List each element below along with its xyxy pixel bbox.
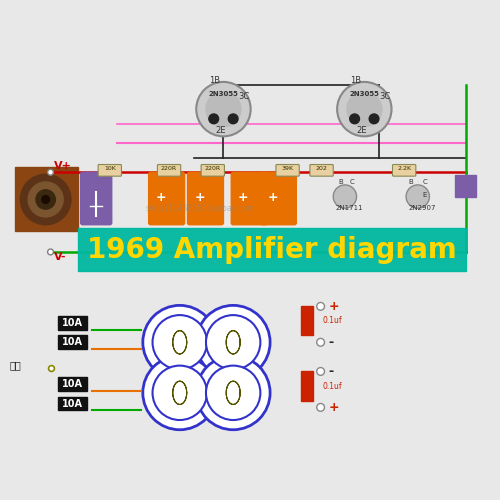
Circle shape [316,404,324,411]
Circle shape [28,182,63,217]
Circle shape [152,315,207,370]
Text: +: + [194,192,205,204]
Text: 220R: 220R [204,166,221,171]
Text: 2E: 2E [216,126,226,136]
Text: +: + [267,192,278,204]
Text: -: - [328,365,334,378]
Text: V-: V- [54,252,67,262]
Circle shape [316,368,324,376]
Text: 1B: 1B [209,76,220,85]
Circle shape [196,82,250,136]
Text: 10A: 10A [62,379,84,389]
Circle shape [228,114,238,124]
Circle shape [36,190,56,209]
Text: 10K: 10K [104,166,116,171]
Text: +: + [328,300,339,313]
FancyBboxPatch shape [158,164,180,176]
Text: -: - [328,336,334,349]
Text: 2N2907: 2N2907 [408,205,436,211]
Text: C: C [422,179,428,185]
Circle shape [206,366,260,420]
Bar [58,316,87,330]
Circle shape [20,174,71,224]
Circle shape [406,185,429,208]
Text: 1B: 1B [350,76,361,85]
FancyBboxPatch shape [231,172,267,225]
Circle shape [316,302,324,310]
Circle shape [48,249,54,255]
Text: B: B [408,179,413,185]
Bar [454,175,476,197]
Text: 202: 202 [316,166,328,171]
Circle shape [48,170,54,175]
Circle shape [350,114,360,124]
Circle shape [42,196,50,203]
Circle shape [333,185,356,208]
Circle shape [316,338,324,346]
Text: 2N3055: 2N3055 [350,92,380,98]
Text: 0.1uf: 0.1uf [322,382,342,390]
Bar [301,372,313,400]
Text: 2N3055: 2N3055 [209,92,239,98]
Text: 10A: 10A [62,318,84,328]
FancyBboxPatch shape [201,164,224,176]
Circle shape [143,356,216,430]
Text: E: E [422,192,427,198]
Text: 输入: 输入 [10,360,22,370]
FancyBboxPatch shape [80,172,112,225]
Text: 39K: 39K [282,166,294,171]
Circle shape [369,114,379,124]
Text: +: + [156,192,166,204]
FancyBboxPatch shape [188,172,224,225]
Text: +: + [328,401,339,414]
Circle shape [143,306,216,379]
Bar [58,378,87,391]
Circle shape [347,92,382,126]
Text: 0.1uf: 0.1uf [322,316,342,326]
FancyBboxPatch shape [98,164,122,176]
Text: 1969 Amplifier diagram: 1969 Amplifier diagram [87,236,457,264]
Circle shape [152,366,207,420]
Text: V+: V+ [54,162,72,172]
Text: 2N1711: 2N1711 [335,205,363,211]
Circle shape [209,114,218,124]
Text: B: B [338,179,343,185]
Text: 3C: 3C [379,92,390,102]
FancyBboxPatch shape [392,164,416,176]
Bar [14,168,78,230]
Text: shop11143B154.taobao.com: shop11143B154.taobao.com [146,204,255,213]
Text: 2E: 2E [356,126,367,136]
Circle shape [48,366,54,372]
FancyBboxPatch shape [276,164,299,176]
FancyBboxPatch shape [148,172,184,225]
Text: 10A: 10A [62,338,84,347]
Text: 220R: 220R [161,166,177,171]
Text: +: + [238,192,248,204]
Circle shape [206,315,260,370]
Circle shape [206,92,241,126]
Bar [58,336,87,349]
Circle shape [196,306,270,379]
FancyBboxPatch shape [310,164,333,176]
Bar [58,396,87,410]
FancyBboxPatch shape [260,172,296,225]
Circle shape [196,356,270,430]
Bar [301,306,313,336]
Text: C: C [350,179,354,185]
Text: 10A: 10A [62,398,84,408]
Text: 2.2K: 2.2K [397,166,411,171]
Text: 3C: 3C [238,92,250,102]
Circle shape [337,82,392,136]
Bar [78,228,466,272]
